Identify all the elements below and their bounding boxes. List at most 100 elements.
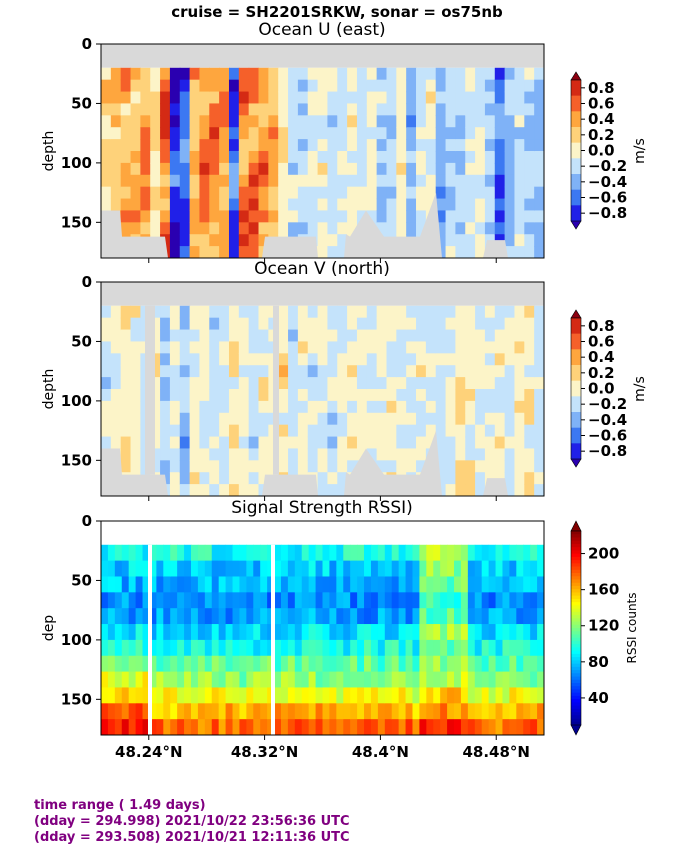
heatmap-cell	[307, 127, 319, 140]
heatmap-cell	[107, 687, 116, 704]
heatmap-cell	[465, 329, 476, 343]
heatmap-cell	[121, 719, 130, 735]
heatmap-cell	[140, 186, 151, 200]
colorbar-swatch	[571, 618, 581, 622]
heatmap-cell	[484, 329, 496, 343]
heatmap-cell	[377, 719, 386, 735]
heatmap-cell	[509, 624, 517, 641]
heatmap-cell	[219, 79, 230, 93]
heatmap-cell	[347, 341, 358, 354]
heatmap-cell	[268, 67, 279, 81]
heatmap-cell	[475, 234, 486, 247]
heatmap-cell	[268, 210, 279, 223]
heatmap-cell	[120, 115, 132, 128]
heatmap-cell	[307, 389, 319, 402]
heatmap-cell	[484, 198, 496, 212]
heatmap-cell	[199, 210, 210, 223]
heatmap-cell	[504, 115, 516, 128]
heatmap-cell	[509, 544, 517, 562]
heatmap-cell	[406, 448, 417, 461]
heatmap-cell	[238, 412, 250, 426]
heatmap-cell	[455, 115, 466, 128]
heatmap-cell	[455, 472, 466, 485]
heatmap-cell	[336, 687, 344, 704]
heatmap-cell	[523, 560, 531, 577]
heatmap-cell	[347, 139, 358, 152]
heatmap-cell	[454, 608, 462, 625]
heatmap-cell	[301, 639, 310, 657]
heatmap-cell	[211, 544, 220, 562]
colorbar-extend-min	[570, 724, 582, 736]
heatmap-cell	[101, 329, 112, 343]
heatmap-cell	[128, 544, 137, 562]
heatmap-cell	[322, 719, 330, 735]
heatmap-cell	[494, 400, 506, 414]
heatmap-cell	[199, 353, 210, 366]
heatmap-cell	[317, 400, 329, 414]
heatmap-cell	[396, 317, 407, 331]
heatmap-cell	[315, 703, 323, 720]
heatmap-cell	[189, 341, 201, 354]
heatmap-cell	[350, 608, 358, 625]
heatmap-cell	[260, 719, 268, 735]
heatmap-cell	[426, 608, 434, 625]
heatmap-cell	[260, 608, 268, 625]
heatmap-cell	[405, 671, 413, 688]
heatmap-cell	[225, 719, 234, 735]
heatmap-cell	[467, 655, 476, 673]
heatmap-cell	[140, 210, 151, 223]
heatmap-cell	[258, 389, 269, 402]
heatmap-cell	[258, 448, 269, 461]
heatmap-cell	[225, 639, 234, 657]
heatmap-cell	[130, 377, 141, 390]
heatmap-cell	[537, 608, 544, 625]
heatmap-cell	[315, 687, 323, 704]
heatmap-cell	[495, 624, 503, 641]
heatmap-cell	[142, 576, 150, 593]
heatmap-cell	[524, 484, 535, 496]
heatmap-cell	[467, 608, 476, 625]
heatmap-cell	[110, 127, 122, 140]
panel-u-ylabel: depth	[41, 131, 57, 172]
heatmap-cell	[514, 210, 525, 223]
heatmap-cell	[465, 246, 476, 258]
heatmap-cell	[343, 624, 351, 641]
heatmap-cell	[163, 671, 171, 688]
colorbar-swatch	[571, 573, 581, 577]
heatmap-cell	[484, 210, 496, 223]
heatmap-cell	[238, 329, 250, 343]
colorbar-tick-label: −0.6	[588, 189, 627, 207]
heatmap-cell	[317, 412, 329, 426]
heatmap-cell	[484, 317, 496, 331]
heatmap-cell	[179, 115, 191, 128]
heatmap-cell	[267, 560, 275, 577]
heatmap-cell	[169, 115, 181, 128]
heatmap-cell	[150, 174, 161, 188]
heatmap-cell	[327, 472, 338, 485]
heatmap-cell	[209, 151, 220, 164]
heatmap-cell	[219, 424, 230, 438]
heatmap-cell	[398, 655, 407, 673]
heatmap-cell	[297, 412, 309, 426]
colorbar-tick-label: 0.2	[588, 126, 615, 144]
heatmap-cell	[150, 436, 161, 450]
heatmap-cell	[524, 436, 535, 450]
heatmap-cell	[504, 162, 516, 176]
heatmap-cell	[288, 151, 299, 164]
heatmap-cell	[197, 655, 206, 673]
heatmap-cell	[435, 353, 447, 366]
heatmap-cell	[315, 608, 323, 625]
heatmap-cell	[130, 210, 141, 223]
heatmap-cell	[425, 139, 437, 152]
heatmap-cell	[246, 671, 254, 688]
heatmap-cell	[364, 671, 372, 688]
heatmap-cell	[357, 687, 365, 704]
heatmap-cell	[484, 424, 496, 438]
heatmap-cell	[327, 210, 338, 223]
heatmap-cell	[516, 624, 524, 641]
heatmap-cell	[425, 341, 437, 354]
heatmap-cell	[248, 151, 260, 164]
heatmap-cell	[248, 400, 260, 414]
data-gap	[271, 544, 275, 735]
heatmap-cell	[524, 151, 535, 164]
